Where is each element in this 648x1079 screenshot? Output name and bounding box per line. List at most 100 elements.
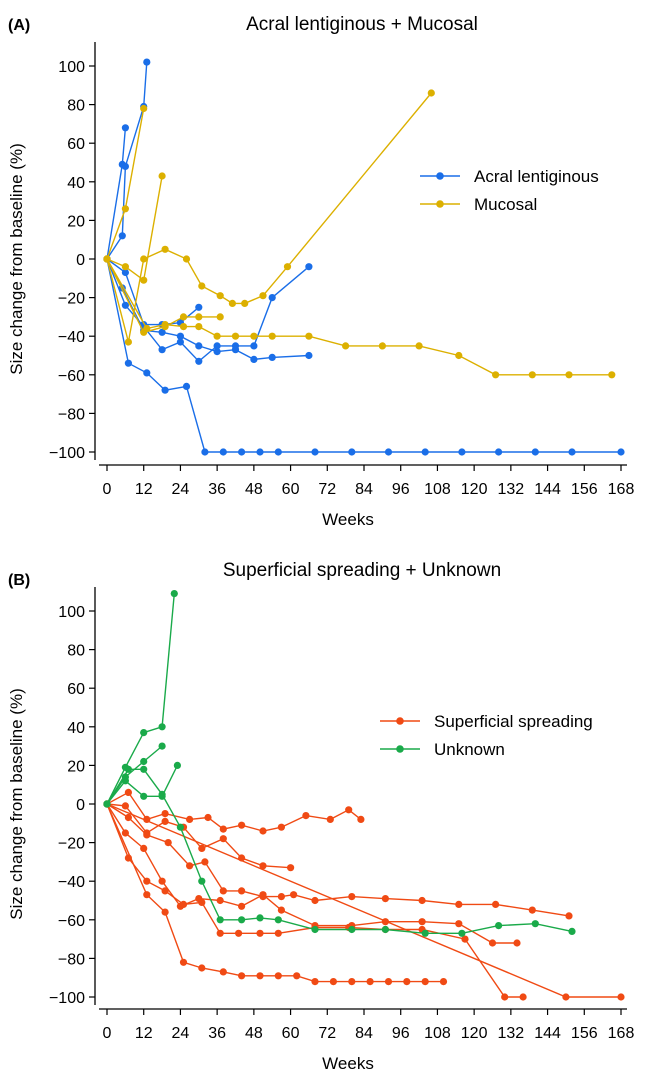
chart-1-y-tick-label-3: 40 bbox=[67, 175, 85, 192]
chart-1-series-1-line-4-point-17 bbox=[608, 371, 616, 379]
chart-1-series-1-line-2-point-8 bbox=[241, 299, 249, 307]
chart-2-series-0-line-2-point-4 bbox=[186, 862, 194, 870]
chart-1-series-0-line-3-point-10 bbox=[305, 351, 313, 360]
chart-2-series-0-line-3-point-6 bbox=[216, 896, 224, 905]
chart-1-series-0-line-5-point-17 bbox=[568, 448, 576, 456]
chart-2-series-0-line-2-point-17 bbox=[528, 906, 536, 914]
chart-2-series-0-line-2-point-2 bbox=[143, 831, 151, 839]
chart-2-series-1-line-3-point-4 bbox=[176, 823, 184, 831]
chart-1-series-0-line-5-point-14 bbox=[458, 448, 466, 456]
chart-1-x-tick-label-4: 48 bbox=[245, 481, 263, 498]
chart-1-series-0-line-1-point-1 bbox=[118, 160, 126, 168]
chart-2-x-tick-label-11: 132 bbox=[498, 1025, 525, 1042]
chart-2-series-0-line-4-point-15 bbox=[501, 993, 509, 1001]
chart-2-series-1-line-3-point-5 bbox=[198, 877, 206, 885]
chart-2-y-tick-label-8: −60 bbox=[58, 913, 85, 930]
chart-2-series-1-line-0-point-3 bbox=[158, 723, 166, 731]
chart-1-series-1-line-4-point-2 bbox=[161, 321, 169, 329]
chart-1-series-0-line-4-point-1 bbox=[121, 301, 129, 309]
chart-2-series-0-line-0-point-9 bbox=[277, 823, 285, 831]
chart-2-series-1-line-3-point-16 bbox=[531, 920, 539, 928]
chart-2-series-0-line-5 bbox=[106, 803, 444, 983]
chart-2-y-tick-label-9: −80 bbox=[58, 951, 85, 968]
chart-2-series-0-line-2-point-3 bbox=[164, 839, 172, 847]
chart-1-series-0-line-5-point-1 bbox=[124, 359, 132, 367]
chart-2-series-1-line-1-point-2 bbox=[140, 757, 148, 766]
chart-2-series-1-line-3-point-3 bbox=[158, 790, 166, 799]
chart-2-series-0-line-6-point-1 bbox=[562, 993, 570, 1001]
chart-1-series-0-line-4-point-9 bbox=[268, 294, 276, 302]
chart-2-y-tick-label-2: 60 bbox=[67, 681, 85, 698]
chart-1-y-tick-label-4: 20 bbox=[67, 213, 85, 230]
chart-1-series-1-line-4-point-3 bbox=[179, 323, 188, 331]
chart-2-series-0-line-3-point-8 bbox=[259, 891, 267, 899]
chart-1-y-tick-label-8: −60 bbox=[58, 368, 85, 385]
chart-2-series-0-line-5-point-2 bbox=[161, 908, 169, 916]
chart-2-series-1-line-3 bbox=[106, 768, 573, 934]
chart-1-series-0-line-5-point-3 bbox=[161, 386, 169, 394]
chart-2-series-0-line-5-point-3 bbox=[179, 958, 188, 966]
chart-1-series-1-line-2-point-1 bbox=[124, 338, 132, 346]
chart-1-series-1-line-2-point-2 bbox=[140, 255, 148, 263]
chart-2-series-0-line-2-point-14 bbox=[418, 896, 426, 905]
chart-1-series-0-line-4-point-6 bbox=[213, 342, 221, 350]
chart-1-series-1-line-4-point-12 bbox=[415, 342, 423, 350]
chart-2-series-0-line-4-point-5 bbox=[198, 898, 206, 907]
chart-1-x-tick-label-12: 144 bbox=[534, 481, 561, 498]
chart-2-series-0-line-5-point-9 bbox=[293, 972, 301, 980]
chart-1-legend-0-label: Acral lentiginous bbox=[474, 167, 599, 186]
chart-1-x-tick-label-2: 24 bbox=[172, 481, 190, 498]
chart-1-x-tick-label-13: 156 bbox=[571, 481, 598, 498]
chart-1-x-tick-label-9: 108 bbox=[424, 481, 451, 498]
chart-1-series-0-line-3-point-4 bbox=[176, 332, 184, 340]
chart-2-series-0-line-0-point-3 bbox=[161, 810, 169, 818]
chart-2-x-tick-label-12: 144 bbox=[534, 1025, 561, 1042]
chart-1-series-0-line-5-point-2 bbox=[143, 369, 151, 377]
chart-2-series-1-line-3-point-8 bbox=[256, 914, 264, 922]
chart-2-series-0-line-5-point-12 bbox=[348, 978, 356, 986]
chart-1-series-0-line-4 bbox=[106, 258, 310, 363]
chart-2-x-tick-label-3: 36 bbox=[208, 1025, 226, 1042]
chart-2-series-1-line-3-point-2 bbox=[140, 765, 148, 773]
chart-2-y-tick-label-1: 80 bbox=[67, 643, 85, 660]
chart-2-series-1-line-3-point-17 bbox=[568, 927, 576, 936]
chart-2-series-0-line-5-point-1 bbox=[143, 891, 151, 899]
chart-2-series-0-line-5-point-13 bbox=[366, 978, 374, 986]
chart-2-series-1-line-3-point-7 bbox=[238, 916, 246, 924]
chart-2-x-tick-label-14: 168 bbox=[608, 1025, 635, 1042]
chart-2-x-tick-label-13: 156 bbox=[571, 1025, 598, 1042]
chart-2-x-tick-label-10: 120 bbox=[461, 1025, 488, 1042]
chart-1-y-tick-label-0: 100 bbox=[58, 59, 85, 76]
chart-2-series-0-line-2-point-15 bbox=[455, 900, 463, 909]
chart-2-series-0-line-2-point-11 bbox=[311, 896, 319, 905]
chart-2-series-1-line-2-point-1 bbox=[121, 777, 129, 785]
chart-1-y-tick-label-2: 60 bbox=[67, 136, 85, 153]
chart-2-x-tick-label-0: 0 bbox=[103, 1025, 112, 1042]
chart-2-series-0-line-3-point-16 bbox=[513, 939, 521, 947]
chart-1-series-1-line-4-point-4 bbox=[195, 323, 203, 331]
chart-2-series-1-line-2-point-4 bbox=[173, 761, 181, 770]
chart-1-series-1-line-4-point-1 bbox=[143, 324, 151, 333]
chart-2-x-axis-title: Weeks bbox=[322, 1054, 374, 1073]
chart-1-y-axis-title: Size change from baseline (%) bbox=[7, 143, 26, 375]
chart-2-series-0-line-3-point-3 bbox=[158, 877, 166, 885]
chart-2-series-0-line-5-point-11 bbox=[329, 978, 337, 986]
chart-1-series-1-line-2-point-6 bbox=[216, 292, 224, 300]
chart-2-series-0-line-3-point-1 bbox=[121, 829, 129, 837]
chart-2-y-tick-label-6: −20 bbox=[58, 836, 85, 853]
chart-1-series-1-line-1-point-2 bbox=[140, 276, 148, 284]
chart-1-series-0-line-2-point-1 bbox=[121, 268, 129, 277]
chart-2-series-1-line-3-point-15 bbox=[495, 922, 503, 930]
chart-1-x-tick-label-6: 72 bbox=[318, 481, 336, 498]
chart-1-panel-label: (A) bbox=[8, 17, 30, 34]
chart-1-y-tick-label-10: −100 bbox=[49, 445, 85, 462]
chart-1-series-0-line-5-point-5 bbox=[201, 448, 209, 456]
chart-1-series-1-line-2-point-4 bbox=[182, 255, 191, 263]
chart-2-legend-1-label: Unknown bbox=[434, 740, 505, 759]
chart-1-y-tick-label-5: 0 bbox=[76, 252, 85, 269]
chart-2-series-0-line-4-point-4 bbox=[179, 900, 188, 909]
chart-1-series-1-line-4-point-5 bbox=[213, 332, 221, 340]
chart-2-series-0-line-1-point-3 bbox=[161, 817, 169, 826]
chart-2-series-1-line-1-point-3 bbox=[158, 742, 166, 750]
chart-2-series-0-line-3-point-13 bbox=[418, 918, 426, 926]
